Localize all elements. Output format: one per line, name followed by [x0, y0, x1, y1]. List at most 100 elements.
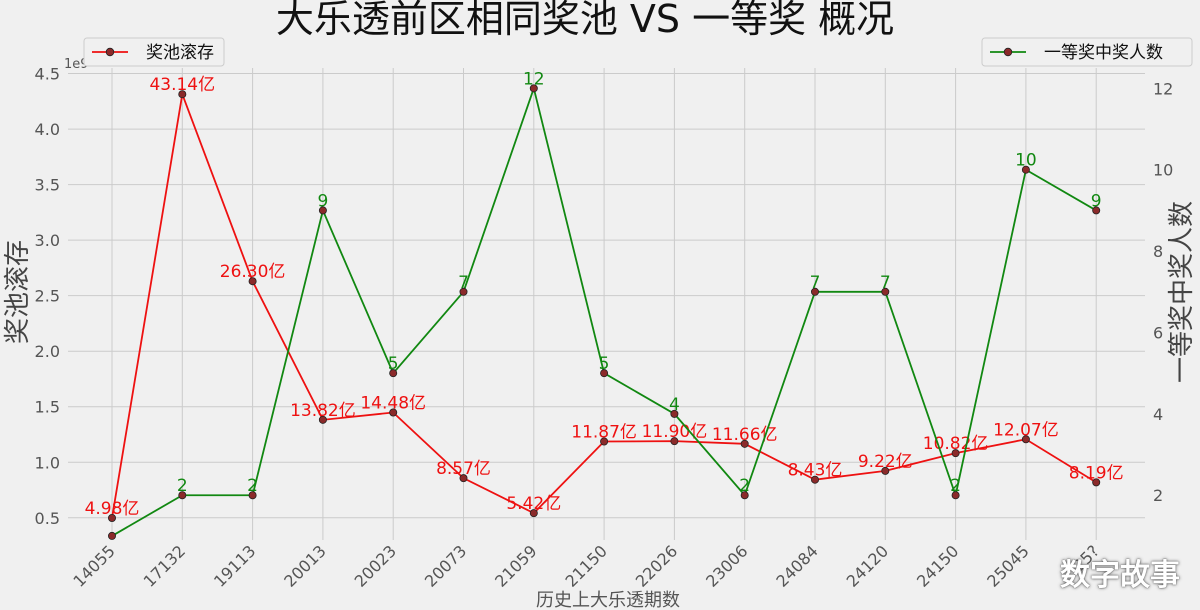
series-1-data-label: 5: [599, 354, 610, 374]
series-1-point: [670, 409, 679, 418]
x-tick-label: 21150: [561, 541, 610, 590]
series-1-point: [108, 531, 117, 540]
y-left-tick-label: 2.5: [35, 287, 60, 306]
series-1-point: [1021, 165, 1030, 174]
y-right-tick-label: 2: [1153, 486, 1163, 505]
series-1-data-label: 7: [810, 273, 821, 293]
y-left-tick-label: 2.0: [35, 342, 60, 361]
series-1-data-label: 4: [669, 395, 680, 415]
series-1-data-label: 10: [1015, 151, 1037, 171]
series-0-point: [178, 90, 187, 99]
series-0-data-label: 4.98亿: [85, 499, 140, 519]
x-tick-label: 14055: [69, 541, 118, 590]
y-axis-right-label: 一等奖中奖人数: [1167, 201, 1197, 383]
y-right-tick-label: 12: [1153, 79, 1173, 98]
y-right-tick-label: 6: [1153, 323, 1163, 342]
x-tick-label: 24150: [913, 541, 962, 590]
series-0-data-label: 8.19亿: [1069, 463, 1124, 483]
y-axis-exponent: 1e9: [64, 57, 89, 72]
series-0-data-label: 12.07亿: [993, 420, 1059, 440]
series-1-data-label: 7: [458, 273, 469, 293]
series-0-point: [459, 474, 468, 483]
series-1-data-label: 2: [950, 476, 961, 496]
series-0-point: [389, 408, 398, 417]
series-1-point: [389, 369, 398, 378]
y-left-tick-label: 0.5: [35, 509, 60, 528]
series-0-data-label: 8.43亿: [788, 461, 843, 481]
x-tick-label: 24120: [843, 541, 892, 590]
y-left-tick-label: 4.5: [35, 65, 60, 84]
series-1-data-label: 2: [177, 476, 188, 496]
legend-left: 奖池滚存: [83, 37, 225, 67]
y-axis-left-label: 奖池滚存: [3, 240, 33, 344]
series-1-point: [811, 287, 820, 296]
y-axis-left-ticks: 0.5 1.0 1.5 2.0 2.5 3.0 3.5 4.0 4.5: [35, 65, 60, 528]
series-1-point: [951, 491, 960, 500]
series-1-data-label: 2: [247, 476, 258, 496]
series-0-data-label: 13.82亿: [290, 401, 356, 421]
series-0-data-label: 26.30亿: [220, 262, 286, 282]
legend-left-label: 奖池滚存: [146, 43, 214, 63]
x-axis-label: 历史上大乐透期数: [536, 590, 680, 610]
legend-right-label: 一等奖中奖人数: [1044, 43, 1163, 63]
series-1-data-label: 12: [523, 69, 545, 89]
x-tick-label: 17132: [140, 541, 189, 590]
x-tick-label: 21059: [491, 541, 540, 590]
x-axis-ticks: 14055 17132 19113 20013 20023 20073 21059 21150…: [69, 541, 1103, 590]
series-1-point: [600, 369, 609, 378]
series-0-data-label: 11.90亿: [642, 422, 708, 442]
series-0-data-label: 14.48亿: [360, 394, 426, 414]
y-axis-right-ticks: 2 4 6 8 10 12: [1153, 79, 1173, 505]
series-1-point: [529, 84, 538, 93]
series-0-data-label: 11.66亿: [712, 425, 778, 445]
series-0-point: [951, 449, 960, 458]
y-left-tick-label: 1.0: [35, 453, 60, 472]
series-0-point: [529, 509, 538, 518]
series-1-point: [459, 287, 468, 296]
series-1-point: [881, 287, 890, 296]
y-left-tick-label: 1.5: [35, 398, 60, 417]
series-0-point: [881, 466, 890, 475]
y-right-tick-label: 4: [1153, 405, 1163, 424]
series-1-data-label: 7: [880, 273, 891, 293]
series-0-data-label: 10.82亿: [923, 434, 989, 454]
series-0-point: [248, 277, 257, 286]
series-1-point: [248, 491, 257, 500]
series-0-point: [108, 514, 117, 523]
x-tick-label: 23006: [702, 541, 751, 590]
series-0-data-label: 8.57亿: [436, 459, 491, 479]
y-right-tick-label: 8: [1153, 242, 1163, 261]
series-layer: 4.98亿 43.14亿 26.30亿 13.82亿 14.48亿 8.57亿 5.42亿 1…: [85, 69, 1124, 540]
series-0-data-label: 11.87亿: [571, 422, 637, 442]
series-1-point: [318, 206, 327, 215]
series-1-data-label: 9: [317, 191, 328, 211]
series-0-point: [600, 437, 609, 446]
series-0-data-label: 5.42亿: [506, 494, 561, 514]
legend-right: 一等奖中奖人数: [981, 37, 1193, 67]
y-left-tick-label: 3.0: [35, 231, 60, 250]
x-tick-label: 22026: [632, 541, 681, 590]
series-1-point: [740, 491, 749, 500]
series-0-point: [670, 437, 679, 446]
series-0-point: [1092, 478, 1101, 487]
series-1-point: [1092, 206, 1101, 215]
watermark: 数字故事: [1060, 558, 1180, 593]
series-0-point: [1021, 435, 1030, 444]
y-right-tick-label: 10: [1153, 161, 1173, 180]
series-0-point: [740, 439, 749, 448]
series-0-data-label: 9.22亿: [858, 452, 913, 472]
y-left-tick-label: 4.0: [35, 120, 60, 139]
x-tick-label: 24084: [772, 541, 821, 590]
series-1-data-label: 9: [1091, 191, 1102, 211]
grid: [68, 68, 1145, 540]
chart-title: 大乐透前区相同奖池 VS 一等奖 概况: [276, 0, 894, 41]
series-0-point: [318, 415, 327, 424]
x-tick-label: 19113: [210, 541, 259, 590]
series-1-data-label: 5: [388, 354, 399, 374]
series-0-data-label: 43.14亿: [149, 75, 215, 95]
x-tick-label: 20073: [421, 541, 470, 590]
series-1-point: [178, 491, 187, 500]
x-tick-label: 25045: [983, 541, 1032, 590]
x-tick-label: 20023: [351, 541, 400, 590]
